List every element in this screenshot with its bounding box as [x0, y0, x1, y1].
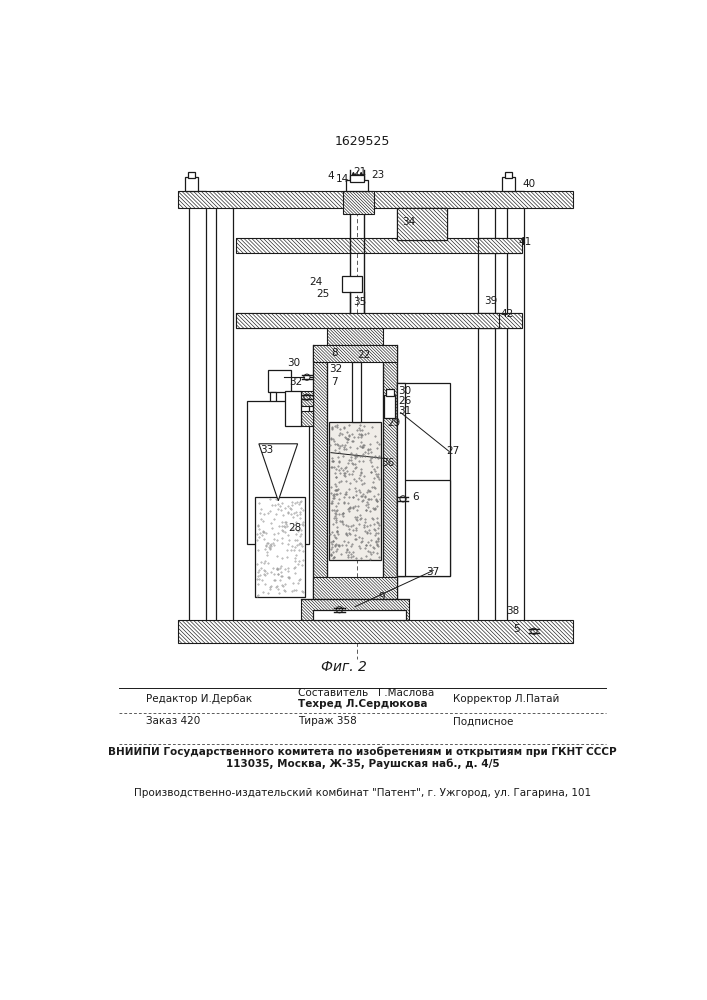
Polygon shape: [478, 312, 522, 328]
Polygon shape: [235, 312, 499, 328]
Bar: [352, 362, 361, 422]
Polygon shape: [177, 191, 573, 208]
Text: 30: 30: [287, 358, 300, 368]
Bar: [351, 175, 364, 182]
Text: Техред Л.Сердюкова: Техред Л.Сердюкова: [298, 699, 427, 709]
Text: 5: 5: [514, 624, 520, 634]
Polygon shape: [383, 345, 397, 599]
Text: Производственно-издательский комбинат "Патент", г. Ужгород, ул. Гагарина, 101: Производственно-издательский комбинат "П…: [134, 788, 591, 798]
Polygon shape: [478, 238, 522, 253]
Bar: [341, 276, 362, 292]
Text: 40: 40: [522, 179, 536, 189]
Polygon shape: [259, 444, 298, 501]
Text: 26: 26: [398, 396, 411, 406]
Bar: [285, 391, 300, 426]
Text: 4: 4: [327, 171, 334, 181]
Bar: [185, 177, 198, 191]
Bar: [397, 480, 450, 576]
Bar: [216, 191, 233, 636]
Text: 41: 41: [518, 237, 532, 247]
Text: 31: 31: [398, 406, 411, 416]
Text: Заказ 420: Заказ 420: [146, 716, 201, 726]
Polygon shape: [313, 577, 397, 599]
Text: 33: 33: [260, 445, 273, 455]
Bar: [397, 383, 404, 576]
Text: 27: 27: [446, 446, 460, 456]
Polygon shape: [343, 191, 373, 214]
Text: 42: 42: [501, 309, 513, 319]
Text: 32: 32: [329, 364, 342, 374]
Text: 30: 30: [398, 386, 411, 396]
Polygon shape: [313, 345, 397, 362]
Bar: [187, 172, 195, 178]
Bar: [397, 383, 450, 576]
Bar: [189, 191, 206, 636]
Bar: [502, 177, 515, 191]
Bar: [313, 610, 406, 620]
Polygon shape: [397, 208, 448, 240]
Text: 32: 32: [288, 377, 302, 387]
Text: ВНИИПИ Государственного комитета по изобретениям и открытиям при ГКНТ СССР: ВНИИПИ Государственного комитета по изоб…: [108, 747, 617, 757]
Text: 37: 37: [426, 567, 440, 577]
Text: Редактор И.Дербак: Редактор И.Дербак: [146, 694, 252, 704]
Polygon shape: [300, 599, 409, 624]
Text: 39: 39: [484, 296, 497, 306]
Text: 113035, Москва, Ж-35, Раушская наб., д. 4/5: 113035, Москва, Ж-35, Раушская наб., д. …: [226, 758, 500, 769]
Bar: [346, 180, 368, 191]
Polygon shape: [478, 312, 521, 328]
Bar: [268, 370, 291, 392]
Text: 21: 21: [353, 167, 366, 177]
Polygon shape: [235, 312, 499, 328]
Bar: [397, 208, 448, 240]
Bar: [385, 395, 395, 418]
Bar: [507, 191, 524, 636]
Polygon shape: [478, 238, 521, 253]
Text: Фиг. 2: Фиг. 2: [321, 660, 367, 674]
Polygon shape: [300, 391, 313, 406]
Text: Корректор Л.Патай: Корректор Л.Патай: [452, 694, 559, 704]
Text: 29: 29: [387, 418, 400, 428]
Text: 35: 35: [353, 297, 366, 307]
Bar: [505, 172, 513, 178]
Text: 6: 6: [412, 492, 419, 502]
Text: 14: 14: [336, 174, 349, 184]
Text: Составитель   Г.Маслова: Составитель Г.Маслова: [298, 688, 434, 698]
Text: 9: 9: [378, 592, 385, 602]
Polygon shape: [177, 620, 573, 643]
Text: 7: 7: [332, 377, 338, 387]
Text: 23: 23: [371, 170, 384, 180]
Text: 28: 28: [288, 523, 302, 533]
Text: 8: 8: [332, 348, 338, 358]
Text: 24: 24: [309, 277, 322, 287]
Text: 22: 22: [357, 350, 370, 360]
Bar: [478, 191, 495, 636]
Text: 1629525: 1629525: [335, 135, 390, 148]
Bar: [270, 392, 276, 403]
Polygon shape: [300, 411, 313, 426]
Text: 38: 38: [506, 606, 520, 616]
Text: 25: 25: [316, 289, 329, 299]
Text: Тираж 358: Тираж 358: [298, 716, 356, 726]
Polygon shape: [327, 326, 383, 345]
Text: 36: 36: [381, 458, 394, 468]
Bar: [247, 401, 309, 544]
Text: Подписное: Подписное: [452, 716, 513, 726]
Bar: [329, 422, 381, 560]
Bar: [386, 389, 394, 396]
Polygon shape: [235, 238, 499, 253]
Text: 34: 34: [402, 217, 416, 227]
Polygon shape: [313, 345, 327, 599]
Bar: [255, 497, 305, 597]
